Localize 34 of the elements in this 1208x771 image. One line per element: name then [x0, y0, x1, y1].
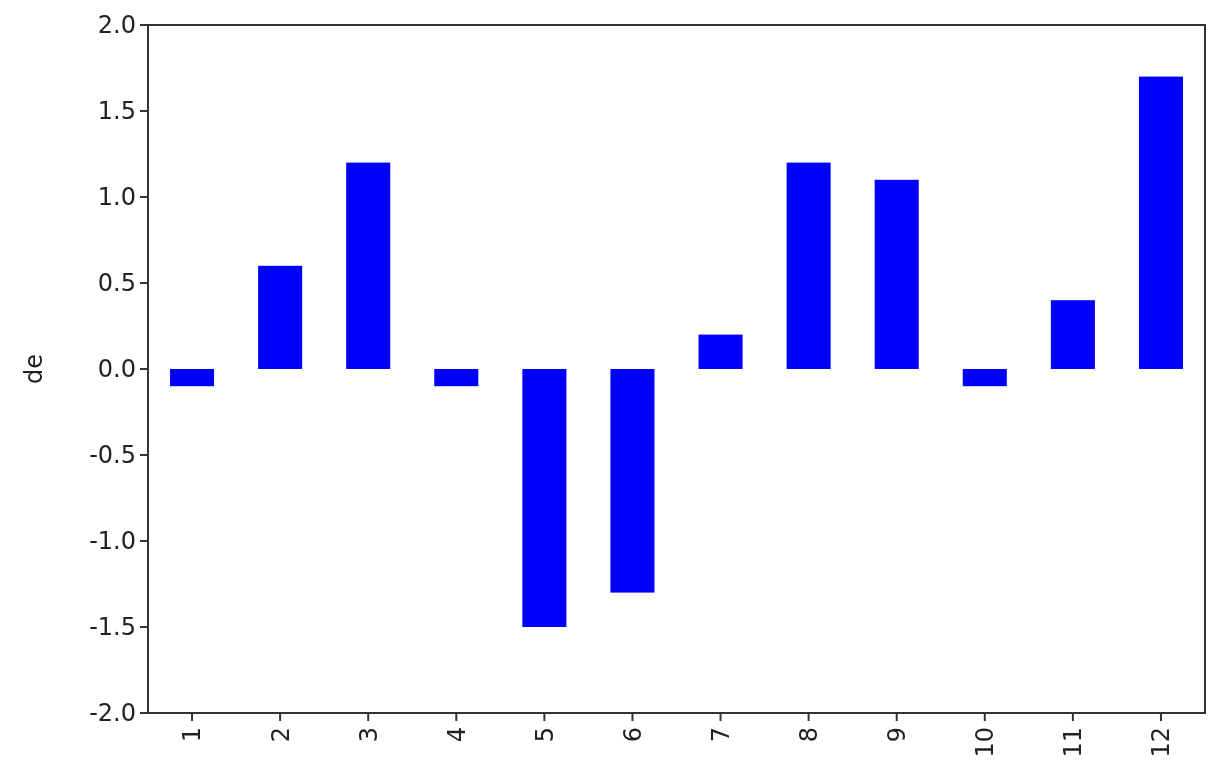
bar	[962, 369, 1007, 387]
y-tick-label: 0.5	[97, 269, 136, 298]
x-tick-label: 4	[442, 727, 471, 743]
y-tick-label: 0.0	[97, 355, 136, 384]
y-tick-label: -2.0	[89, 699, 136, 728]
y-tick-label: -1.0	[89, 527, 136, 556]
x-tick-label: 6	[618, 727, 647, 743]
y-tick-label: -0.5	[89, 441, 136, 470]
bar	[170, 369, 215, 387]
x-tick-label: 2	[266, 727, 295, 743]
bar	[346, 162, 391, 369]
y-tick-label: 1.0	[97, 183, 136, 212]
x-tick-label: 1	[178, 727, 207, 743]
bar	[1138, 76, 1183, 369]
y-tick-label: 2.0	[97, 11, 136, 40]
x-tick-label: 5	[530, 727, 559, 743]
y-axis-title: de	[20, 354, 48, 384]
x-tick-label: 3	[354, 727, 383, 743]
bar	[786, 162, 831, 369]
x-tick-label: 12	[1147, 727, 1176, 758]
bar	[258, 265, 303, 369]
x-tick-label: 11	[1059, 727, 1088, 758]
y-tick-label: -1.5	[89, 613, 136, 642]
bar	[1050, 300, 1095, 369]
y-tick-label: 1.5	[97, 97, 136, 126]
x-tick-label: 7	[706, 727, 735, 743]
bar	[874, 179, 919, 369]
bar	[522, 369, 567, 627]
bar	[698, 334, 743, 369]
x-tick-label: 10	[971, 727, 1000, 758]
x-tick-label: 8	[795, 727, 824, 743]
bar	[434, 369, 479, 387]
bar	[610, 369, 655, 593]
x-tick-label: 9	[883, 727, 912, 743]
